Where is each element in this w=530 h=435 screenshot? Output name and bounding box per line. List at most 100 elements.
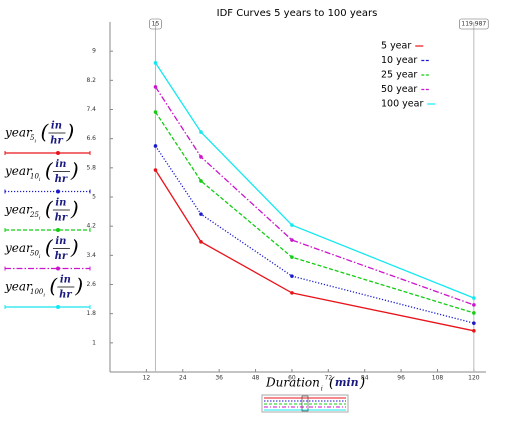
y-tick-label: 9 [92,48,96,55]
x-tick-label: 36 [215,375,223,382]
y-tick-label: 4.2 [86,223,96,230]
y-label-index: i [39,254,41,260]
y-label-unit-den: hr [55,213,68,224]
y-tick-label: 7.4 [86,106,96,113]
y-label-index: i [39,177,41,183]
y-label-unit-num: in [60,275,71,286]
data-point [153,144,158,148]
data-point [153,61,158,65]
y-label-unit-num: in [55,159,66,170]
x-tick-label: 96 [397,375,405,382]
x-label-paren: ( [329,375,335,391]
legend-label: 5 year [381,41,411,52]
y-label-paren: ) [65,120,74,144]
trace-toolbar [261,394,349,413]
x-tick-label: 108 [432,375,444,382]
x-marker-label: 15 [152,21,160,28]
y-label-swatch-dot [56,305,60,309]
y-label-unit-den: hr [55,174,68,185]
series-line [154,111,475,314]
x-marker-label: 119.987 [461,21,486,28]
data-point [199,130,203,134]
y-label-unit-num: in [51,121,62,132]
y-tick-label: 5 [92,194,96,201]
y-label-sub: 100 [30,288,44,296]
data-point [290,255,294,259]
data-point [153,85,158,89]
legend-label: 10 year [381,55,417,66]
y-label-var: year [4,241,33,255]
series-line [154,145,475,324]
data-point [199,155,203,159]
y-tick-label: 3.4 [86,252,96,259]
y-label-swatch-dot [56,228,60,232]
y-label-var: year [4,164,33,178]
x-tick-label: 60 [288,375,296,382]
series-line [154,86,475,306]
x-tick-label: 24 [179,375,187,382]
data-point [472,296,476,300]
series-line [154,169,475,332]
y-label-paren: ( [45,158,54,182]
toolbar-cursor [301,395,309,412]
y-label-paren: ) [70,158,79,182]
x-tick-label: 84 [361,375,369,382]
y-label-paren: ) [70,197,79,221]
legend-label: 50 year [381,84,417,95]
data-point [290,238,294,242]
x-label-unit: min [335,376,359,389]
y-label-paren: ( [40,120,49,144]
y-label-index: i [39,216,41,222]
y-tick-label: 1.8 [86,310,96,317]
y-label-unit-num: in [55,198,66,209]
x-marker-box [149,18,162,30]
data-point [153,110,158,114]
y-label-unit-den: hr [59,290,72,301]
y-label-swatch-dot [56,266,60,271]
data-point [290,291,294,295]
y-label-swatch-dot [56,189,60,194]
chart-title: IDF Curves 5 years to 100 years [217,8,378,19]
y-tick-label: 5.8 [86,164,96,171]
y-label-sub: 25 [29,211,39,219]
y-tick-label: 2.6 [86,281,96,288]
data-point [290,223,294,227]
y-label-sub: 10 [30,173,39,181]
data-point [153,168,158,172]
y-label-unit-den: hr [50,136,63,147]
y-label-paren: ) [70,235,79,259]
x-tick-label: 48 [252,375,260,382]
y-label-index: i [34,139,36,145]
data-point [199,212,203,216]
y-label-var: year [4,203,33,217]
data-point [199,179,203,183]
x-tick-label: 120 [468,375,480,382]
legend-label: 100 year [381,99,423,110]
y-tick-label: 1 [92,339,96,346]
data-point [472,311,476,315]
x-label-var: Duration [265,376,320,390]
data-point [290,274,294,278]
y-label-unit-num: in [55,236,66,247]
y-label-swatch-dot [56,151,60,155]
data-point [472,329,476,333]
y-tick-label: 6.6 [86,135,96,142]
y-label-var: year [4,280,33,294]
data-point [472,303,476,307]
y-label-sub: 5 [30,134,35,142]
data-point [199,240,203,244]
y-label-paren: ) [74,274,83,298]
x-label-paren: ) [359,375,365,391]
x-marker-box [459,18,489,30]
y-label-paren: ( [45,197,54,221]
y-label-index: i [43,293,45,299]
x-label-index: i [321,386,323,393]
x-tick-label: 12 [143,375,151,382]
y-label-unit-den: hr [55,251,68,262]
y-tick-label: 8.2 [86,77,96,84]
y-label-paren: ( [45,235,54,259]
y-label-var: year [4,126,33,140]
y-label-sub: 50 [30,250,39,258]
